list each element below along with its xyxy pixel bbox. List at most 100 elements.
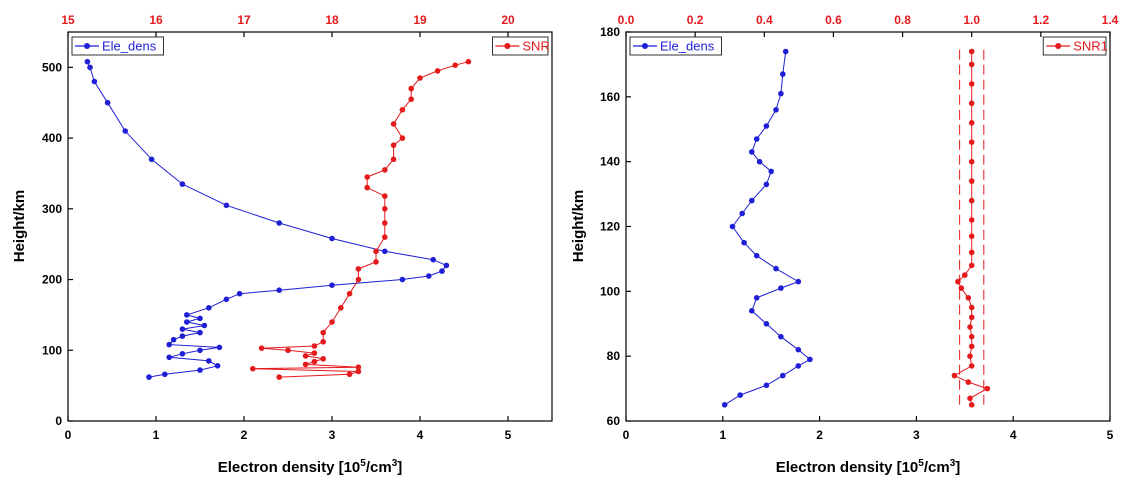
left-x-axis-title: Electron density [105/cm3] — [218, 458, 403, 476]
left-data-point-Ele_dens — [179, 351, 186, 357]
left-data-point-SNR — [355, 368, 362, 375]
left-data-point-Ele_dens — [276, 220, 283, 226]
left-data-point-SNR — [311, 350, 318, 356]
left-data-point-SNR — [346, 371, 353, 378]
right-data-point-SNR1 — [968, 120, 975, 126]
right-data-point-SNR1 — [984, 385, 991, 392]
left-top-tick-label: 16 — [149, 13, 163, 27]
left-series-line-SNR — [252, 61, 469, 378]
right-data-point-Ele_dens — [778, 90, 784, 97]
left-data-point-Ele_dens — [216, 344, 223, 351]
right-data-point-Ele_dens — [780, 71, 786, 77]
right-data-point-Ele_dens — [773, 107, 779, 113]
left-data-point-SNR — [258, 345, 265, 352]
right-data-point-Ele_dens — [782, 48, 789, 55]
left-data-point-SNR — [364, 174, 371, 180]
right-data-point-Ele_dens — [753, 252, 760, 259]
right-data-point-SNR1 — [968, 197, 975, 204]
right-data-point-Ele_dens — [778, 285, 784, 291]
left-y-tick-label: 100 — [42, 343, 62, 357]
left-data-point-Ele_dens — [87, 64, 93, 71]
right-legend-box — [1042, 36, 1107, 56]
left-data-point-Ele_dens — [84, 58, 91, 65]
left-data-point-SNR — [399, 135, 406, 141]
right-legend-label: SNR1 — [1073, 39, 1108, 54]
right-data-point-Ele_dens — [795, 346, 802, 353]
left-legend-marker — [84, 43, 90, 49]
left-legend-marker — [504, 43, 511, 49]
left-data-point-SNR — [320, 339, 327, 345]
right-data-point-SNR1 — [968, 402, 975, 408]
left-data-point-SNR — [390, 156, 397, 163]
right-top-tick-label: 1.0 — [963, 13, 980, 27]
left-legend-box — [71, 36, 164, 56]
left-data-point-SNR — [399, 107, 406, 113]
left-data-point-Ele_dens — [162, 371, 168, 378]
left-top-tick-label: 18 — [325, 13, 339, 27]
left-y-tick-label: 400 — [42, 131, 62, 145]
left-data-point-Ele_dens — [329, 282, 335, 289]
right-data-point-Ele_dens — [807, 356, 813, 363]
left-y-tick-label: 500 — [42, 60, 62, 74]
right-data-point-Ele_dens — [753, 136, 760, 142]
left-bottom-tick-label: 0 — [65, 428, 72, 442]
left-y-tick-label: 200 — [42, 273, 62, 287]
left-data-point-Ele_dens — [206, 358, 212, 364]
left-data-point-Ele_dens — [197, 329, 203, 336]
right-top-tick-label: 0.0 — [618, 13, 635, 27]
left-data-point-SNR — [373, 248, 379, 255]
left-data-point-Ele_dens — [197, 347, 203, 354]
left-top-tick-label: 15 — [61, 13, 75, 27]
right-data-point-Ele_dens — [756, 158, 763, 165]
right-data-point-SNR1 — [968, 304, 975, 311]
right-data-point-SNR1 — [968, 314, 975, 321]
right-legend-box — [629, 36, 722, 56]
right-y-tick-label: 140 — [600, 155, 620, 169]
right-y-tick-label: 160 — [600, 90, 620, 104]
left-data-point-Ele_dens — [197, 367, 203, 373]
left-data-point-SNR — [302, 353, 309, 359]
right-data-point-Ele_dens — [749, 197, 755, 204]
right-top-tick-label: 0.4 — [756, 13, 773, 27]
right-data-point-SNR1 — [962, 272, 968, 278]
left-data-point-SNR — [434, 68, 441, 74]
left-data-point-SNR — [465, 58, 472, 65]
left-data-point-SNR — [311, 358, 318, 365]
left-data-point-Ele_dens — [201, 322, 208, 329]
right-data-point-Ele_dens — [795, 363, 802, 369]
left-data-point-Ele_dens — [184, 312, 190, 318]
left-data-point-SNR — [382, 167, 388, 173]
right-bottom-tick-label: 1 — [719, 428, 726, 442]
left-data-point-SNR — [320, 356, 327, 362]
left-data-point-Ele_dens — [148, 156, 155, 163]
left-data-point-SNR — [302, 361, 309, 368]
left-data-point-SNR — [373, 259, 379, 265]
left-bottom-tick-label: 5 — [505, 428, 512, 442]
left-chart-layer: 0 1 2 3 4 515 16 17 18 19 200100200300400500Ele_de… — [42, 13, 550, 442]
right-data-point-SNR1 — [968, 158, 975, 165]
left-data-point-SNR — [320, 329, 327, 336]
left-data-point-Ele_dens — [223, 202, 230, 209]
right-y-tick-label: 80 — [607, 349, 621, 363]
right-data-point-Ele_dens — [795, 278, 802, 285]
left-data-point-Ele_dens — [236, 290, 243, 297]
right-plot-area — [625, 31, 1111, 422]
right-data-point-Ele_dens — [749, 308, 755, 314]
left-data-point-Ele_dens — [382, 248, 388, 255]
left-data-point-Ele_dens — [214, 363, 221, 369]
left-data-point-Ele_dens — [426, 273, 432, 279]
right-data-point-SNR1 — [967, 353, 973, 360]
left-top-tick-label: 20 — [501, 13, 515, 27]
right-data-point-Ele_dens — [741, 239, 747, 246]
right-data-point-SNR1 — [968, 61, 975, 68]
right-legend-marker — [642, 43, 648, 49]
left-data-point-SNR — [382, 234, 388, 240]
left-y-tick-label: 0 — [55, 414, 62, 428]
right-data-point-SNR1 — [968, 81, 975, 87]
right-top-tick-label: 0.8 — [894, 13, 911, 27]
right-y-tick-label: 100 — [600, 284, 620, 298]
right-data-point-Ele_dens — [773, 265, 779, 272]
left-legend-label: SNR — [522, 39, 549, 54]
right-data-point-Ele_dens — [721, 402, 728, 408]
left-data-point-Ele_dens — [329, 235, 335, 242]
